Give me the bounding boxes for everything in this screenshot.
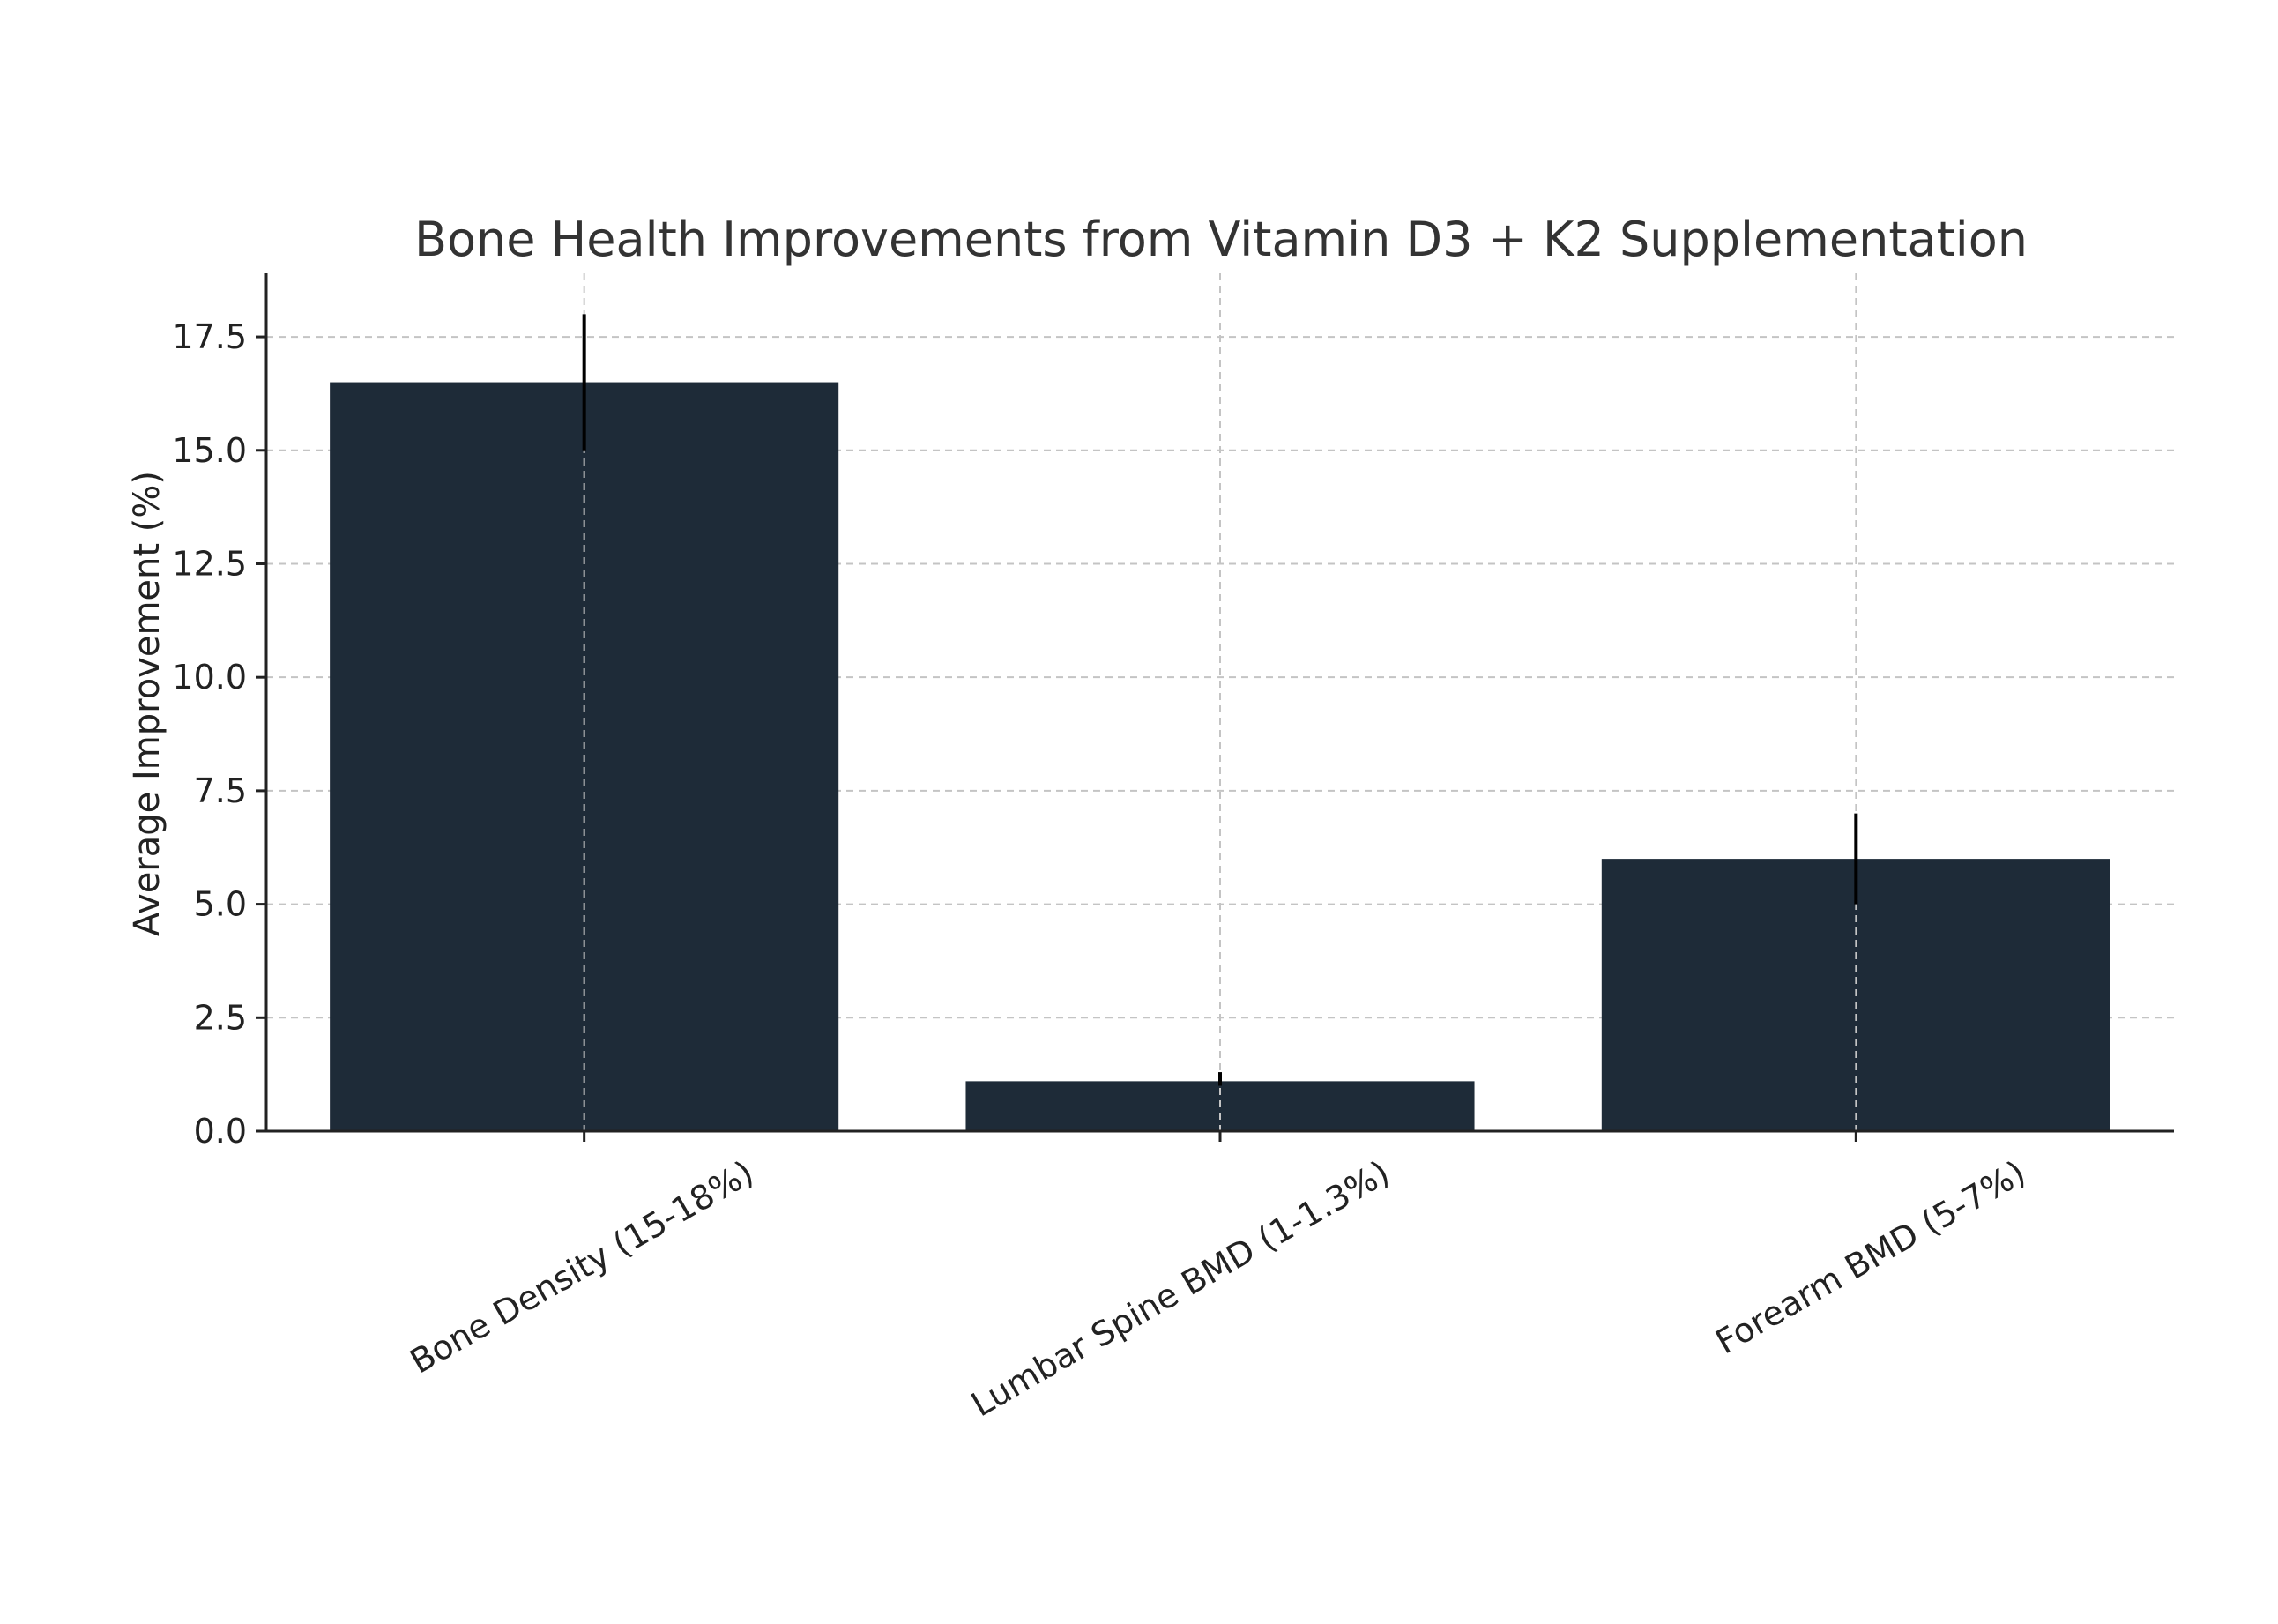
x-labels-layer: Bone Density (15-18%) Lumbar Spine BMD (1…	[404, 1131, 2032, 1424]
x-tick-label: Lumbar Spine BMD (1-1.3%)	[964, 1153, 1396, 1425]
y-ticks-layer: 0.0 2.5 5.0 7.5 10.0 12.5 15.0 17.5	[172, 317, 266, 1151]
y-tick-label: 15.0	[172, 431, 247, 470]
y-axis-label: Average Improvement (%)	[127, 471, 168, 936]
chart-title: Bone Health Improvements from Vitamin D3…	[414, 212, 2028, 267]
error-bars-layer	[582, 314, 1858, 1086]
x-tick-label: Forearm BMD (5-7%)	[1709, 1153, 2032, 1362]
y-tick-label: 2.5	[194, 998, 247, 1037]
y-tick-label: 0.0	[194, 1112, 247, 1151]
y-tick-label: 10.0	[172, 658, 247, 697]
y-tick-label: 7.5	[194, 771, 247, 810]
x-tick-label: Bone Density (15-18%)	[404, 1153, 760, 1382]
y-tick-label: 17.5	[172, 317, 247, 356]
y-tick-label: 12.5	[172, 544, 247, 583]
y-tick-label: 5.0	[194, 885, 247, 924]
